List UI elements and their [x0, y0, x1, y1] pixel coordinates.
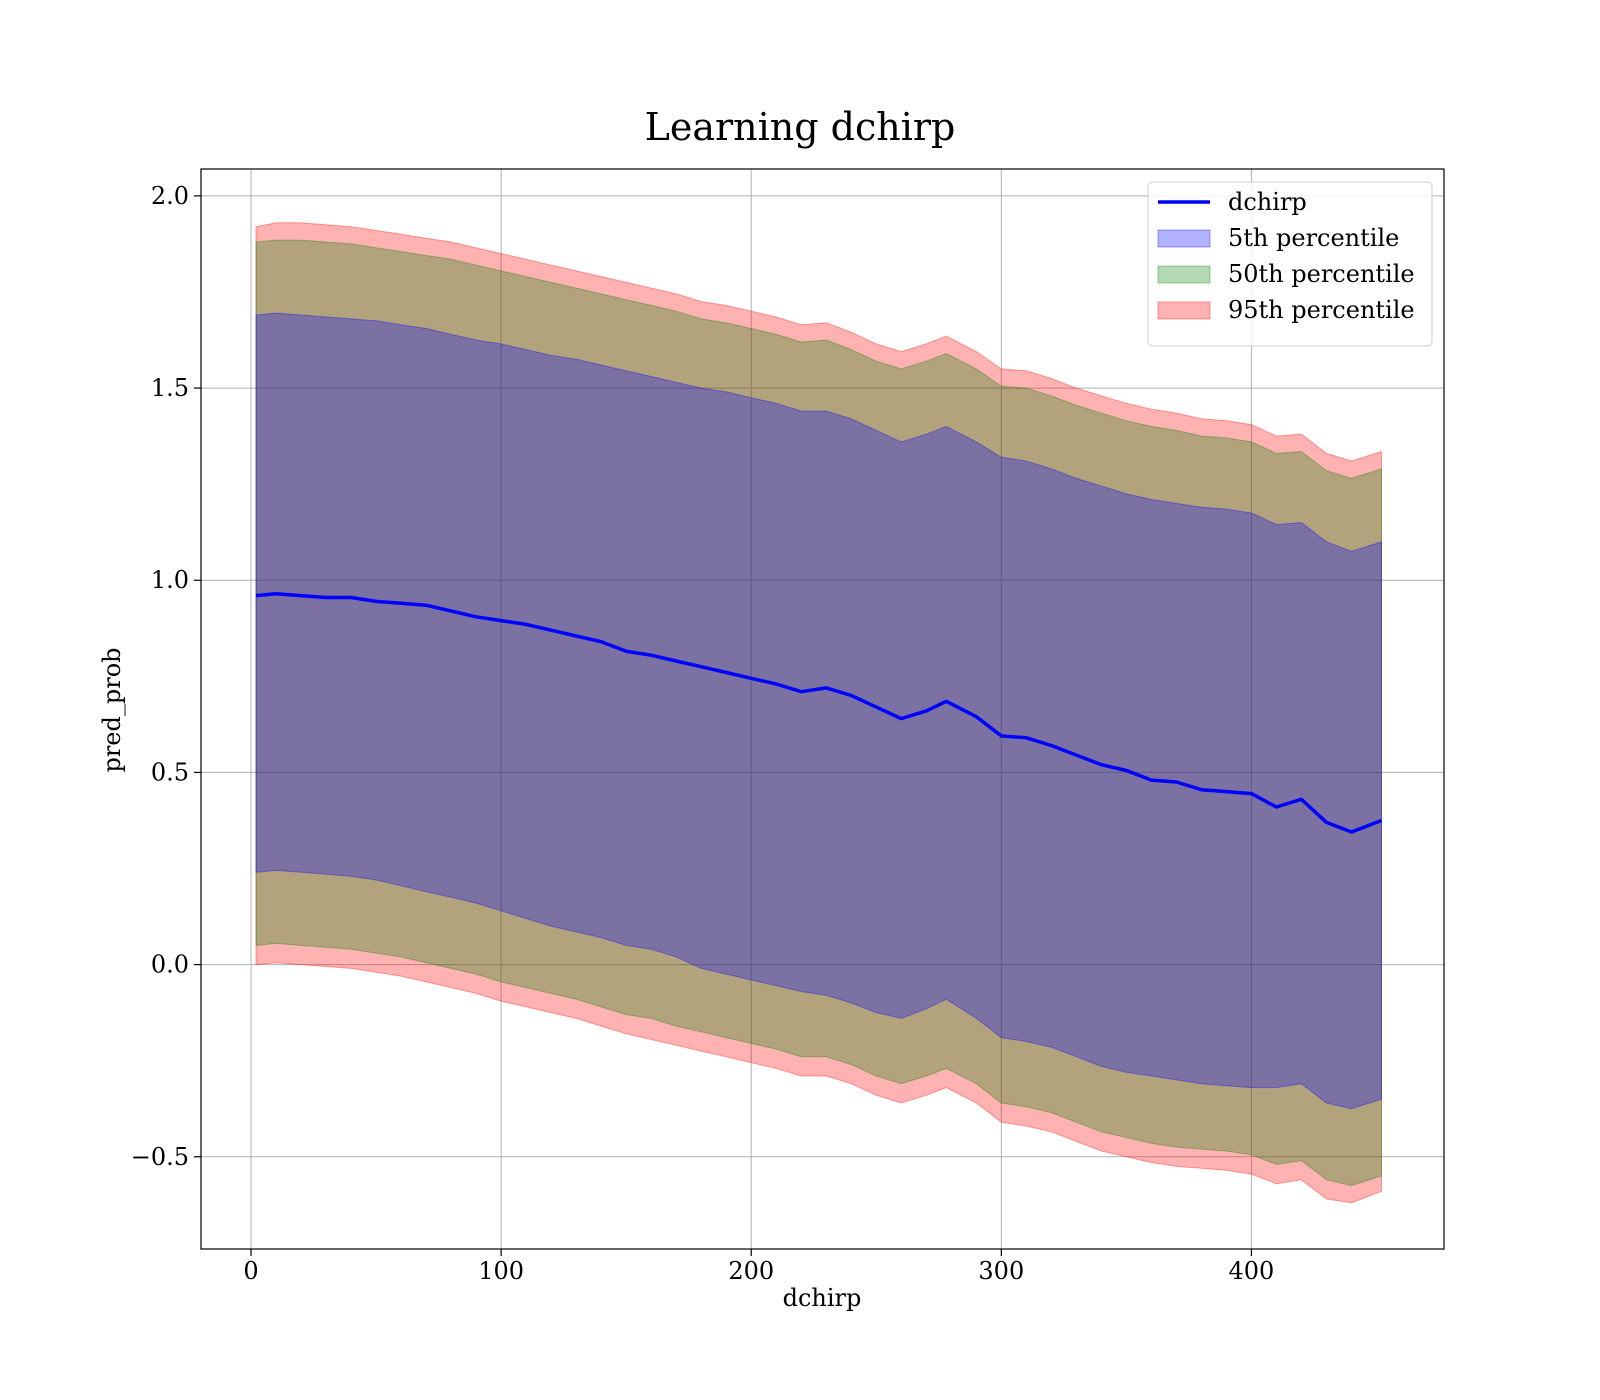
y-tick-label: 0.5 — [151, 758, 189, 786]
series-lines — [255, 591, 1383, 834]
legend-swatch — [1157, 265, 1211, 284]
axis-ticks: 0 100 200 300 400 −0.5 0.0 0.5 1.0 1.5 2.0 — [131, 182, 1275, 1285]
percentile-bands — [255, 222, 1382, 1204]
x-tick-label: 300 — [978, 1257, 1024, 1285]
plot-frame — [200, 168, 1445, 1250]
legend-swatch — [1157, 301, 1211, 320]
grid — [201, 169, 1444, 1249]
legend-label: 5th percentile — [1228, 224, 1399, 252]
legend-swatch — [1157, 229, 1211, 248]
y-tick-label: 0.0 — [151, 951, 189, 979]
band-50th-percentile — [255, 239, 1382, 1187]
legend-label: 50th percentile — [1228, 260, 1415, 288]
legend: dchirp 5th percentile 50th percentile 95th … — [1147, 181, 1433, 347]
x-tick-label: 0 — [243, 1257, 258, 1285]
y-tick-label: 1.0 — [151, 566, 189, 594]
x-tick-label: 100 — [478, 1257, 524, 1285]
band-95th-percentile — [255, 222, 1382, 1204]
y-tick-label: 1.5 — [151, 374, 189, 402]
legend-label: 95th percentile — [1228, 296, 1415, 324]
y-axis-label: pred_prob — [98, 647, 126, 772]
line-dchirp — [255, 591, 1383, 834]
x-tick-label: 400 — [1229, 1257, 1275, 1285]
y-tick-label: −0.5 — [131, 1143, 189, 1171]
legend-box — [1147, 181, 1433, 347]
band-5th-percentile — [255, 312, 1382, 1110]
y-tick-label: 2.0 — [151, 182, 189, 210]
chart-title: Learning dchirp — [645, 105, 956, 149]
x-tick-label: 200 — [728, 1257, 774, 1285]
x-axis-label: dchirp — [783, 1284, 862, 1312]
legend-label: dchirp — [1228, 188, 1307, 216]
